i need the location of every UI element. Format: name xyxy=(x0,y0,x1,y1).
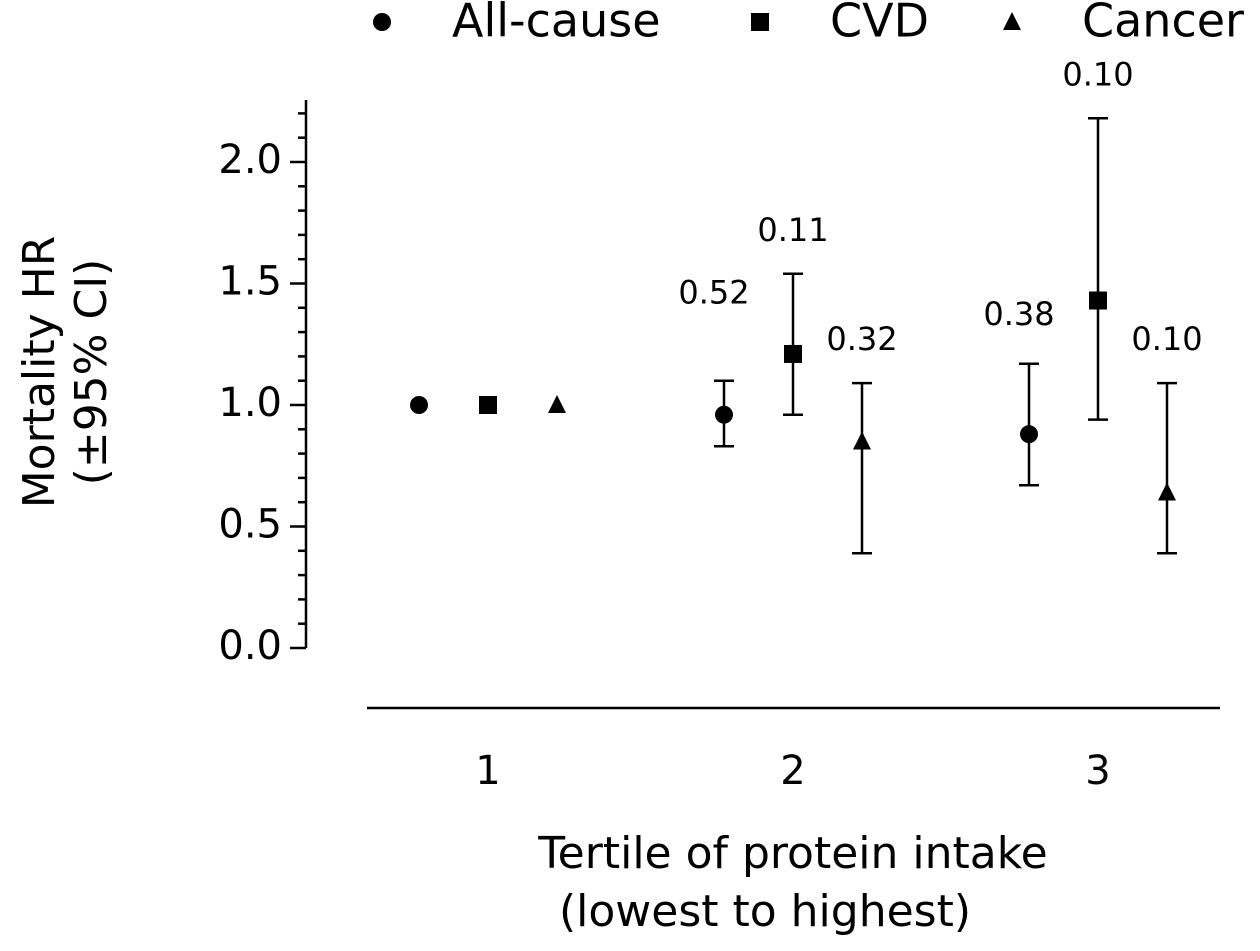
x-axis-title-line-2: (lowest to highest) xyxy=(559,886,971,937)
legend-entry: CVD xyxy=(751,0,929,48)
data-point xyxy=(479,396,497,414)
legend-entry: Cancer xyxy=(1003,0,1244,48)
data-point xyxy=(1089,291,1107,310)
legend-label: Cancer xyxy=(1082,0,1244,48)
data-point xyxy=(853,431,871,450)
error-bar xyxy=(1157,381,1177,555)
data-point xyxy=(1020,425,1038,444)
error-bar xyxy=(783,272,803,416)
x-tick-label: 1 xyxy=(475,748,500,794)
legend-label: CVD xyxy=(830,0,929,48)
series-cancer: 0.32 0.10 xyxy=(548,320,1203,555)
series-cvd: 0.11 0.10 xyxy=(479,55,1134,421)
x-axis: 1 2 3 xyxy=(367,706,1220,794)
y-axis-title-line-1: Mortality HR xyxy=(14,236,65,509)
y-tick-label: 1.5 xyxy=(218,259,282,305)
y-axis: 0.0 0.5 1.0 1.5 2.0 xyxy=(218,100,308,669)
x-tick-label: 3 xyxy=(1085,748,1110,794)
y-axis-title-line-2: (±95% CI) xyxy=(66,259,117,486)
series-all-cause: 0.52 0.38 xyxy=(410,274,1055,487)
data-point xyxy=(784,344,802,363)
legend-entry: All-cause xyxy=(373,0,661,48)
y-tick-label: 0.0 xyxy=(218,623,282,669)
y-tick-label: 1.0 xyxy=(218,380,282,426)
x-tick-label: 2 xyxy=(780,748,805,794)
data-point xyxy=(1158,482,1176,501)
legend: All-cause CVD Cancer xyxy=(373,0,1244,48)
p-value-label: 0.11 xyxy=(757,211,828,249)
y-tick-label: 0.5 xyxy=(218,502,282,548)
p-value-label: 0.10 xyxy=(1131,320,1202,358)
x-axis-title-line-1: Tertile of protein intake xyxy=(537,828,1047,879)
error-bar xyxy=(1019,362,1039,487)
data-point xyxy=(715,405,733,424)
p-value-label: 0.38 xyxy=(983,295,1054,333)
legend-label: All-cause xyxy=(452,0,661,48)
p-value-label: 0.52 xyxy=(678,274,749,312)
legend-marker xyxy=(373,13,391,31)
plot-area: 0.52 0.38 0.11 0.10 0.32 0.10 xyxy=(410,55,1203,555)
data-point xyxy=(548,395,566,413)
error-bar xyxy=(1088,117,1108,421)
p-value-label: 0.10 xyxy=(1062,55,1133,93)
y-tick-label: 2.0 xyxy=(218,137,282,183)
data-point xyxy=(410,396,428,414)
legend-marker xyxy=(751,13,769,31)
error-bar xyxy=(852,381,872,555)
p-value-label: 0.32 xyxy=(826,320,897,358)
legend-marker xyxy=(1003,12,1021,30)
